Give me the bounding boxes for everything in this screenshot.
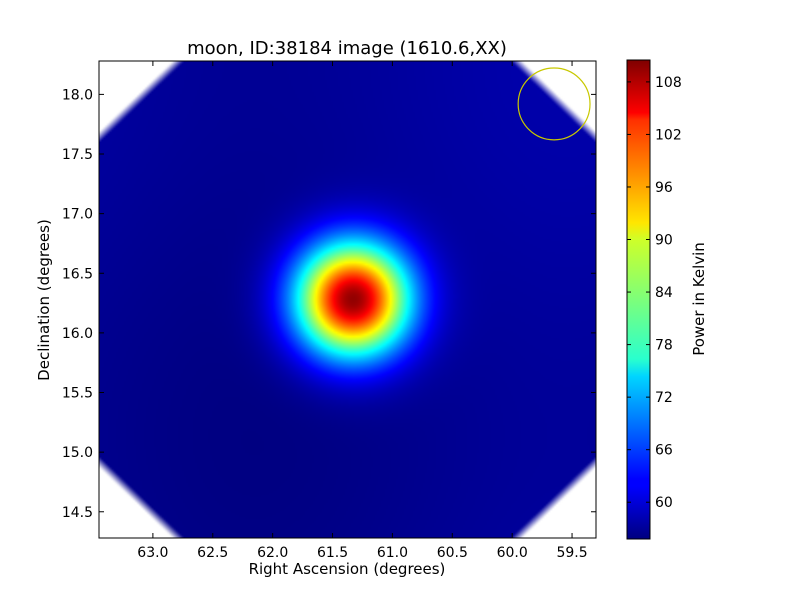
colorbar-tick-label: 102	[655, 127, 682, 143]
y-tick-label: 17.5	[62, 147, 93, 163]
colorbar-label: Power in Kelvin	[690, 242, 708, 356]
colorbar-tick-label: 78	[655, 338, 673, 354]
beam-circle	[517, 67, 591, 141]
colorbar-tick-label: 96	[655, 180, 673, 196]
heatmap-image	[99, 61, 596, 538]
colorbar-ticks: 60 66 72 78 84 90 96 102 108	[627, 75, 682, 511]
x-tick-label: 60.0	[497, 545, 528, 561]
x-tick-label: 61.5	[317, 545, 348, 561]
colorbar-tick-label: 66	[655, 443, 673, 459]
x-axis: 63.0 62.5 62.0 61.5 61.0 60.5 60.0 59.5	[137, 61, 588, 561]
colorbar-tick-label: 90	[655, 233, 673, 249]
y-tick-label: 16.5	[62, 266, 93, 282]
chart-title: moon, ID:38184 image (1610.6,XX)	[187, 38, 507, 59]
y-axis-label: Declination (degrees)	[35, 219, 53, 381]
colorbar-tick-label: 72	[655, 390, 673, 406]
colorbar-tick-label: 60	[655, 495, 673, 511]
heatmap-raster	[99, 61, 596, 538]
y-tick-label: 16.0	[62, 326, 93, 342]
x-tick-label: 60.5	[437, 545, 468, 561]
colorbar: 60 66 72 78 84 90 96 102 108 Power in Kelvin	[626, 59, 708, 540]
x-tick-label: 62.0	[257, 545, 288, 561]
y-axis: 14.5 15.0 15.5 16.0 16.5 17.0 17.5 18.0	[62, 87, 596, 521]
x-tick-label: 63.0	[137, 545, 168, 561]
colorbar-tick-label: 108	[655, 75, 682, 91]
x-tick-label: 62.5	[197, 545, 228, 561]
y-tick-label: 17.0	[62, 207, 93, 223]
colorbar-frame	[626, 59, 651, 540]
y-tick-label: 14.5	[62, 505, 93, 521]
y-tick-label: 18.0	[62, 87, 93, 103]
plot-frame	[98, 60, 597, 539]
x-tick-label: 59.5	[556, 545, 587, 561]
colorbar-gradient	[627, 60, 650, 539]
x-axis-label: Right Ascension (degrees)	[249, 560, 446, 578]
y-tick-label: 15.0	[62, 445, 93, 461]
x-tick-label: 61.0	[377, 545, 408, 561]
y-tick-label: 15.5	[62, 386, 93, 402]
colorbar-tick-label: 84	[655, 285, 673, 301]
